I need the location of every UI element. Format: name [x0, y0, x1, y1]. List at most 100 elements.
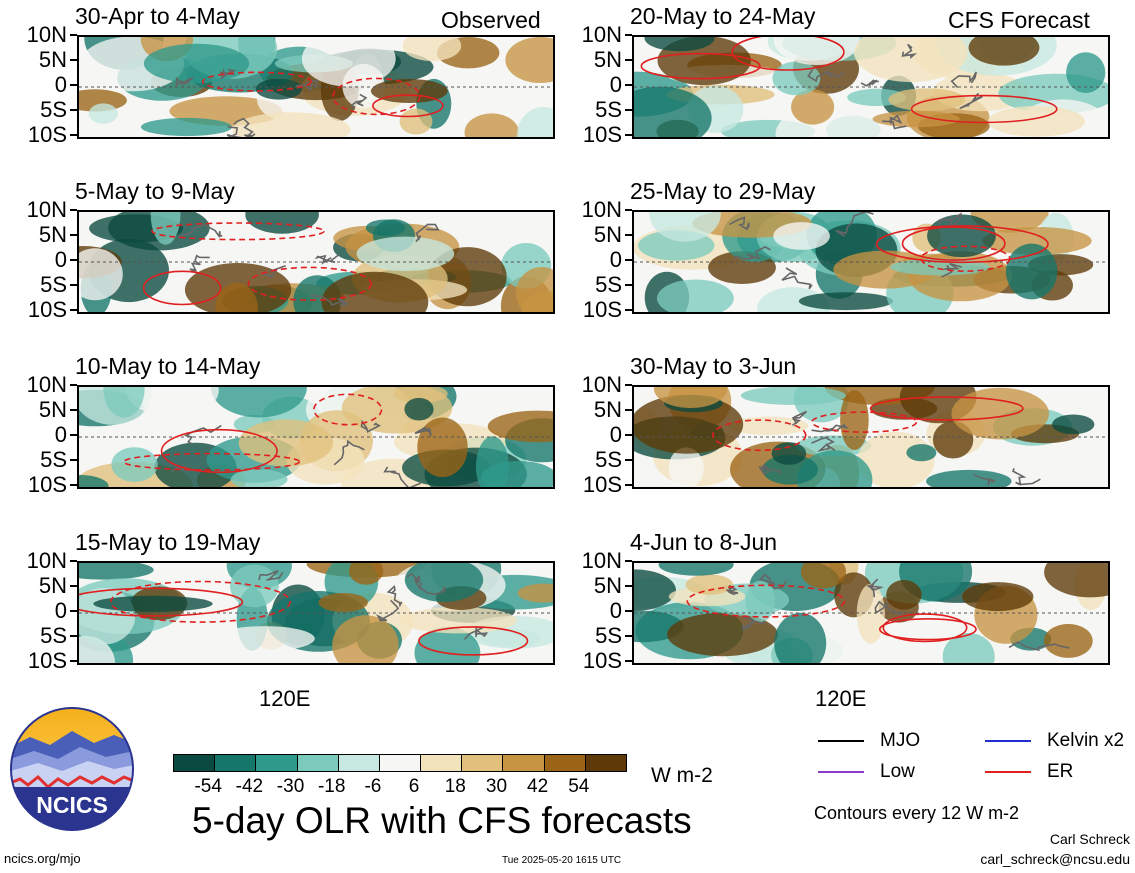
footer-url: ncics.org/mjo	[4, 851, 81, 866]
left-panel-title-4: 15-May to 19-May	[75, 529, 261, 555]
colorbar-label: -54	[194, 776, 222, 797]
right-lat-label: 10N	[581, 548, 622, 573]
left-lat-label: 10N	[26, 197, 67, 222]
right-map-panel-3	[632, 385, 1110, 489]
right-panel-title-3: 30-May to 3-Jun	[630, 353, 797, 379]
right-lat-label: 5N	[593, 47, 622, 72]
footer-timestamp: Tue 2025-05-20 1615 UTC	[502, 855, 622, 866]
right-lat-tick	[625, 109, 632, 111]
logo-text: NCICS	[36, 792, 108, 818]
right-lat-tick	[625, 284, 632, 286]
left-lat-label: 5N	[38, 397, 67, 422]
right-lat-tick	[625, 610, 632, 612]
colorbar-swatch	[378, 754, 422, 772]
colorbar-label: -6	[364, 776, 382, 797]
left-lat-tick	[70, 484, 77, 486]
colorbar-label: -18	[317, 776, 346, 797]
left-lat-label: 5S	[40, 97, 67, 122]
legend-label: Low	[880, 761, 915, 782]
right-lat-label: 5N	[593, 397, 622, 422]
right-lat-tick	[625, 635, 632, 637]
right-lat-tick	[625, 259, 632, 261]
colorbar-label: 30	[485, 776, 508, 797]
left-lat-label: 10S	[27, 122, 67, 147]
right-lat-tick	[625, 234, 632, 236]
right-lat-tick	[625, 384, 632, 386]
left-lat-tick	[70, 259, 77, 261]
left-lat-label: 0	[54, 598, 67, 623]
colorbar-swatch	[543, 754, 586, 772]
colorbar-label: 6	[408, 776, 420, 797]
legend-line-mjo	[818, 740, 864, 742]
left-lat-tick	[70, 234, 77, 236]
legend-label: Kelvin x2	[1047, 730, 1125, 751]
left-map-panel-1	[77, 35, 555, 139]
right-lat-tick	[625, 560, 632, 562]
left-lat-label: 10N	[26, 372, 67, 397]
left-lat-label: 5S	[40, 447, 67, 472]
legend-line-kelvin-x2	[985, 740, 1031, 742]
observed-label: Observed	[441, 7, 541, 33]
right-lat-label: 5S	[595, 623, 622, 648]
colorbar-label: -30	[276, 776, 305, 797]
left-lat-tick	[70, 384, 77, 386]
left-lat-label: 0	[54, 247, 67, 272]
left-lat-label: 10S	[27, 472, 67, 497]
colorbar-label: -42	[235, 776, 264, 797]
colorbar-swatch	[173, 754, 216, 772]
right-lat-label: 0	[609, 422, 622, 447]
left-map-panel-4	[77, 561, 555, 665]
right-panel-title-4: 4-Jun to 8-Jun	[630, 529, 778, 555]
left-lat-tick	[70, 610, 77, 612]
left-lat-label: 10S	[27, 297, 67, 322]
right-lat-tick	[625, 434, 632, 436]
colorbar-swatch	[420, 754, 463, 772]
left-lat-tick	[70, 59, 77, 61]
left-lat-tick	[70, 434, 77, 436]
left-lat-tick	[70, 209, 77, 211]
ncics-logo: NCICS	[10, 707, 134, 831]
left-lat-tick	[70, 284, 77, 286]
forecast-label: CFS Forecast	[948, 7, 1090, 33]
left-map-panel-3	[77, 385, 555, 489]
left-lat-tick	[70, 459, 77, 461]
right-lat-label: 0	[609, 247, 622, 272]
main-title: 5-day OLR with CFS forecasts	[192, 800, 692, 841]
left-lat-label: 5S	[40, 272, 67, 297]
right-lat-label: 10S	[582, 297, 622, 322]
legend-label: MJO	[880, 730, 921, 751]
left-lat-tick	[70, 134, 77, 136]
footer-author: Carl Schreck	[1049, 831, 1130, 847]
left-map-panel-2	[77, 210, 555, 314]
left-lat-tick	[70, 109, 77, 111]
legend-line-low	[818, 771, 864, 773]
left-lat-label: 5S	[40, 623, 67, 648]
colorbar-swatch	[584, 754, 627, 772]
right-lat-label: 5N	[593, 222, 622, 247]
right-lat-tick	[625, 34, 632, 36]
longitude-label-right: 120E	[815, 686, 867, 711]
left-lat-label: 5N	[38, 573, 67, 598]
right-lat-label: 5N	[593, 573, 622, 598]
left-lat-label: 5N	[38, 222, 67, 247]
right-lat-label: 5S	[595, 272, 622, 297]
left-lat-tick	[70, 635, 77, 637]
right-lat-tick	[625, 134, 632, 136]
left-lat-tick	[70, 560, 77, 562]
right-lat-label: 10S	[582, 472, 622, 497]
right-panel-title-2: 25-May to 29-May	[630, 178, 816, 204]
right-lat-label: 10S	[582, 122, 622, 147]
right-lat-tick	[625, 585, 632, 587]
legend-line-er	[985, 771, 1031, 773]
colorbar-units: W m-2	[651, 764, 713, 787]
right-lat-tick	[625, 209, 632, 211]
right-lat-label: 10S	[582, 648, 622, 673]
right-lat-label: 0	[609, 598, 622, 623]
left-lat-tick	[70, 34, 77, 36]
colorbar-swatch	[502, 754, 545, 772]
right-lat-tick	[625, 660, 632, 662]
colorbar	[173, 754, 627, 774]
right-lat-label: 10N	[581, 197, 622, 222]
left-lat-label: 10S	[27, 648, 67, 673]
right-lat-tick	[625, 484, 632, 486]
